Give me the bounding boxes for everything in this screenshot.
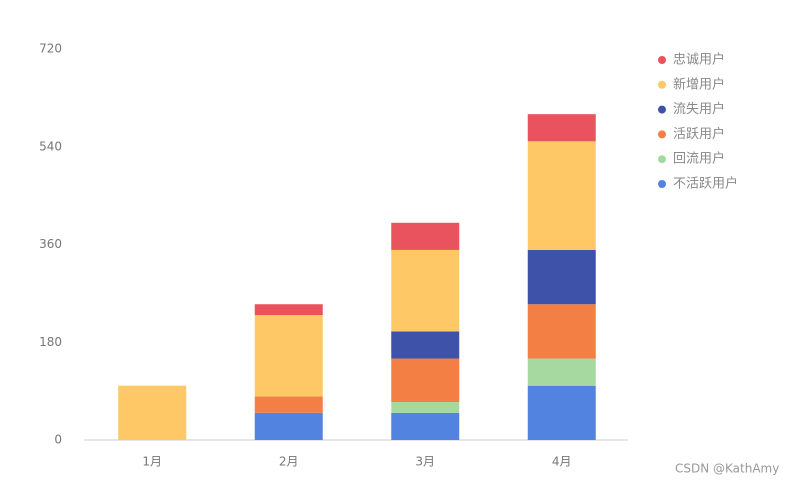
bar-segment (527, 141, 596, 250)
legend-marker (658, 130, 666, 139)
bar-segment (527, 358, 596, 386)
bar-segment (254, 412, 323, 440)
watermark: CSDN @KathAmy (675, 462, 779, 476)
legend-label: 新增用户 (673, 76, 725, 92)
y-tick-label: 540 (39, 139, 62, 153)
bar-segment (391, 358, 460, 402)
legend-label: 忠诚用户 (673, 52, 725, 68)
x-tick-label: 2月 (279, 455, 299, 469)
bar-segment (254, 304, 323, 316)
legend-marker (658, 105, 666, 114)
bar-segment (391, 331, 460, 359)
bar-segment (527, 385, 596, 440)
y-tick-label: 0 (54, 433, 62, 447)
y-tick-label: 360 (39, 237, 62, 251)
legend-marker (658, 56, 666, 64)
x-tick-label: 4月 (552, 455, 572, 469)
bar-segment (391, 249, 460, 332)
legend-label: 回流用户 (673, 151, 725, 167)
bar-segment (527, 249, 596, 305)
y-tick-label: 180 (39, 335, 62, 349)
bar-segment (118, 385, 187, 440)
legend-label: 不活跃用户 (673, 176, 738, 192)
bar-segment (527, 304, 596, 359)
bar-segment (391, 412, 460, 440)
x-tick-label: 3月 (415, 455, 435, 469)
legend-marker (658, 180, 666, 188)
y-tick-label: 720 (39, 42, 62, 56)
legend-label: 活跃用户 (673, 126, 725, 142)
bar-segment (391, 222, 460, 250)
bar-segment (527, 114, 596, 142)
legend-label: 流失用户 (673, 101, 725, 117)
x-tick-label: 1月 (142, 455, 162, 469)
legend-marker (658, 80, 666, 89)
bar-segment (391, 401, 460, 413)
bar-segment (254, 315, 323, 397)
legend-marker (658, 155, 666, 164)
bar-segment (254, 396, 323, 413)
